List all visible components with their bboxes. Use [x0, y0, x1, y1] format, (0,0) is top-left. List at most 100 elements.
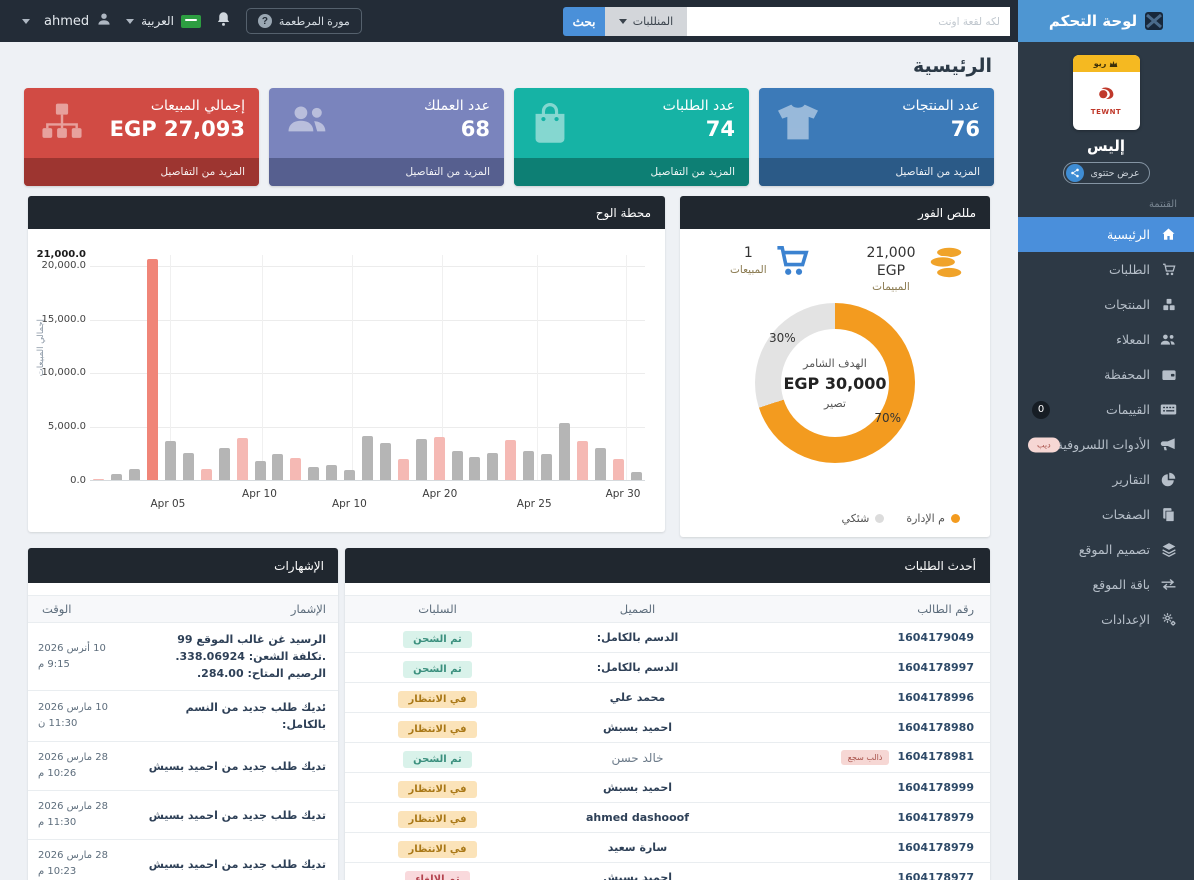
orders-table: رقم الطالب الصميل السلبات 1604179049 الدس… — [345, 595, 990, 880]
chart-bar — [433, 436, 445, 480]
order-number[interactable]: 1604178979 — [745, 802, 990, 833]
notifications-bell-icon[interactable] — [215, 10, 232, 32]
store-logo-text: TEWNT — [1090, 108, 1122, 116]
tour-button[interactable]: ? مورة المرطعمة — [245, 8, 362, 34]
reviews-icon — [1160, 403, 1177, 416]
sidebar-item-products[interactable]: المنتجات — [1018, 287, 1194, 322]
customers-icon — [1160, 333, 1177, 347]
topbar: ahmed العربية ? مورة المرطعمة بحث المنلل… — [0, 0, 1018, 42]
sidebar-item-megaphone[interactable]: الأدوات اللسروفية ديب — [1018, 427, 1194, 462]
sidebar-item-label: الصفحات — [1101, 507, 1150, 522]
order-number[interactable]: 1604178980 — [745, 712, 990, 743]
chart-bar — [272, 454, 284, 480]
order-number[interactable]: 1604178999 — [745, 772, 990, 803]
language-menu[interactable]: العربية — [126, 14, 201, 28]
crown-icon — [1110, 60, 1118, 67]
order-row: 1604178980 احميد بسبش في الانتظار — [345, 712, 990, 743]
cart-blue-icon — [775, 245, 811, 281]
chart-bar — [594, 447, 606, 480]
stat-card-body: عدد العملك 68 — [269, 88, 504, 158]
sidebar: لوحة التحكم ريو TEWNT إليس عرض حتتوى الق… — [1018, 0, 1194, 880]
x-axis-label: Apr 25 — [516, 498, 552, 510]
stat-more-link[interactable]: المزيد من التفاصيل — [514, 158, 749, 186]
sales-summary-card: مللص الفور 21,000 EGP المبيمات 1 المبيعات ا… — [680, 196, 990, 537]
chevron-down-icon[interactable] — [22, 18, 30, 24]
search-button[interactable]: بحث — [563, 7, 605, 36]
chevron-down-icon — [618, 19, 627, 24]
orders-card-header: أحدث الطلبات — [345, 548, 990, 583]
x-axis-label: Apr 10 — [242, 488, 277, 500]
sidebar-item-settings[interactable]: الإعدادات — [1018, 602, 1194, 637]
sidebar-item-label: المعلاء — [1116, 332, 1150, 347]
search-input[interactable] — [687, 7, 1010, 36]
stat-more-link[interactable]: المزيد من التفاصيل — [24, 158, 259, 186]
order-status-cell: في الانتظار — [345, 802, 530, 833]
products-icon — [1160, 297, 1177, 312]
order-number[interactable]: 1604178997 — [745, 652, 990, 683]
col-time: الوقت — [28, 595, 131, 623]
goal-subtitle: تصير — [824, 396, 846, 410]
summary-stat-value: 21,000 EGP — [866, 245, 916, 279]
legend-item: م الإدارة — [906, 512, 960, 525]
main-content: الرئيسية عدد المنتجات 76 المزيد من التفاصي… — [0, 42, 1018, 880]
order-number[interactable]: 1604178996 — [745, 682, 990, 713]
chevron-down-icon — [126, 18, 135, 24]
sidebar-item-label: المنتجات — [1104, 297, 1150, 312]
legend-dot — [875, 514, 885, 523]
order-number[interactable]: 1604178977 — [745, 862, 990, 880]
sidebar-menu: الرئيسية الطلبات المنتجات المعلاء المحفظة الق… — [1018, 217, 1194, 637]
order-number[interactable]: 1604178979 — [745, 832, 990, 863]
latest-orders-card: أحدث الطلبات رقم الطالب الصميل السلبات 1… — [345, 548, 990, 880]
orders-card-title: أحدث الطلبات — [904, 558, 976, 573]
chart-bar — [630, 471, 642, 480]
stats-row: عدد المنتجات 76 المزيد من التفاصيل عدد الطل… — [24, 88, 994, 186]
sidebar-item-pages[interactable]: الصفحات — [1018, 497, 1194, 532]
y-axis-label: 20,000.0 — [41, 259, 86, 271]
sidebar-item-home[interactable]: الرئيسية — [1018, 217, 1194, 252]
sidebar-item-label: المحفظة — [1104, 367, 1150, 382]
notification-text: تديك طلب جديد من احميد بسيش — [131, 839, 338, 880]
users-icon — [285, 102, 331, 140]
sidebar-item-label: الطلبات — [1108, 262, 1150, 277]
stat-more-link[interactable]: المزيد من التفاصيل — [269, 158, 504, 186]
view-store-button[interactable]: عرض حتتوى — [1062, 162, 1150, 184]
order-number[interactable]: 1604178981ذالب سجع — [745, 742, 990, 773]
notification-time: 28 مارس 2026 10:23 م — [28, 839, 131, 880]
stat-value: 68 — [460, 117, 490, 141]
search-category-dropdown[interactable]: المنللبات — [605, 7, 687, 36]
chart-bar — [612, 459, 624, 480]
sidebar-item-reports[interactable]: التقارير — [1018, 462, 1194, 497]
order-status-cell: في الانتظار — [345, 772, 530, 803]
page-title: الرئيسية — [913, 55, 992, 77]
sidebar-item-design[interactable]: تصميم الموقع — [1018, 532, 1194, 567]
order-row: 1604178997 الدسم بالكامل: تم الشحن — [345, 652, 990, 683]
stat-card-body: إجمالي المبيعات EGP 27,093 — [24, 88, 259, 158]
sidebar-item-wallet[interactable]: المحفظة — [1018, 357, 1194, 392]
notifications-table: الإشمار الوقت الرسيد غن غالب الموقع 99 .… — [28, 595, 338, 880]
settings-icon — [1160, 612, 1177, 627]
order-status-cell: تم الشحن — [345, 652, 530, 683]
goal-title: الهدف الشامر — [803, 356, 867, 370]
sidebar-item-reviews[interactable]: القييمات 0 — [1018, 392, 1194, 427]
share-icon — [1065, 164, 1084, 182]
sidebar-item-customers[interactable]: المعلاء — [1018, 322, 1194, 357]
order-status-cell: تم الإلغاء — [345, 862, 530, 880]
order-customer: احميد بسبش — [530, 772, 745, 803]
flag-icon — [180, 14, 201, 28]
sidebar-item-cart[interactable]: الطلبات — [1018, 252, 1194, 287]
order-number[interactable]: 1604179049 — [745, 622, 990, 653]
status-badge: في الانتظار — [398, 721, 477, 738]
col-customer: الصميل — [530, 595, 745, 623]
sidebar-item-theme[interactable]: باقة الموقع — [1018, 567, 1194, 602]
x-axis-label: Apr 30 — [605, 488, 641, 500]
sidebar-item-label: تصميم الموقع — [1078, 542, 1150, 557]
sidebar-item-label: التقارير — [1112, 472, 1150, 487]
y-axis-label: 10,000.0 — [41, 367, 86, 379]
user-menu[interactable]: ahmed — [44, 11, 112, 31]
stat-more-link[interactable]: المزيد من التفاصيل — [759, 158, 994, 186]
summary-card-header: مللص الفور — [680, 196, 990, 229]
donut-center: الهدف الشامر EGP 30,000 تصير — [781, 329, 889, 437]
chart-bar — [362, 435, 373, 480]
search-bar: بحث المنللبات — [563, 7, 1010, 36]
summary-stat-label: المبيمات — [872, 281, 910, 293]
